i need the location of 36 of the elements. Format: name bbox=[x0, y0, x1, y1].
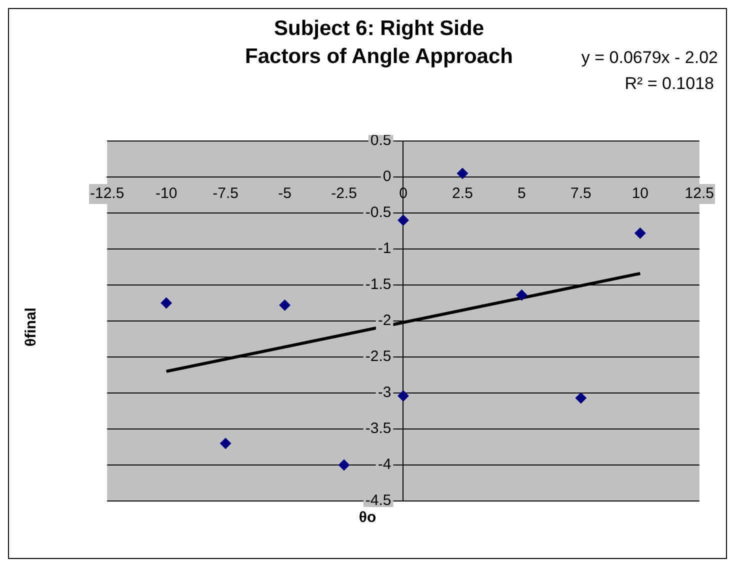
point bbox=[398, 390, 409, 402]
y-tick-label: 0 bbox=[382, 168, 392, 186]
x-tick-label: -5 bbox=[278, 185, 292, 202]
x-tick-label: 7.5 bbox=[570, 185, 592, 202]
text: y = 0.0679x - 2.02 bbox=[581, 47, 718, 69]
x-tick-label: 5 bbox=[518, 185, 526, 202]
x-axis-title: θo bbox=[358, 509, 378, 526]
y-tick-label: -3 bbox=[378, 384, 392, 402]
x-tick-label: 10 bbox=[632, 185, 649, 202]
point bbox=[456, 168, 468, 179]
y-tick-label: 0.5 bbox=[370, 132, 392, 150]
y-tick-label: -2.5 bbox=[365, 348, 392, 366]
x-tick-label: -2.5 bbox=[331, 185, 357, 202]
point bbox=[338, 460, 350, 470]
y-tick-label: -0.5 bbox=[365, 204, 392, 222]
point bbox=[279, 300, 290, 311]
y-tick-label: -4.5 bbox=[365, 492, 392, 510]
y-tick-label: -4 bbox=[378, 456, 392, 474]
x-tick-label: 2.5 bbox=[452, 185, 473, 202]
point bbox=[634, 228, 646, 239]
y-tick-label: -1.5 bbox=[365, 276, 392, 294]
text: R² = 0.1018 bbox=[624, 73, 714, 95]
point bbox=[575, 392, 586, 404]
x-tick-label: -12.5 bbox=[90, 185, 124, 202]
y-tick-label: -2 bbox=[378, 312, 392, 330]
x-tick-label: -7.5 bbox=[212, 185, 238, 202]
y-tick-label: -1 bbox=[378, 240, 392, 258]
point bbox=[398, 214, 409, 226]
point bbox=[516, 290, 528, 301]
chart-title: Subject 6: Right Side Factors of Angle Approach bbox=[244, 16, 514, 70]
x-tick-label: 12.5 bbox=[684, 185, 714, 202]
x-tick-label: -10 bbox=[155, 185, 178, 202]
y-axis-title: θfinal bbox=[22, 308, 40, 346]
point bbox=[160, 298, 172, 308]
y-tick-label: -3.5 bbox=[365, 420, 392, 438]
point bbox=[220, 438, 232, 449]
